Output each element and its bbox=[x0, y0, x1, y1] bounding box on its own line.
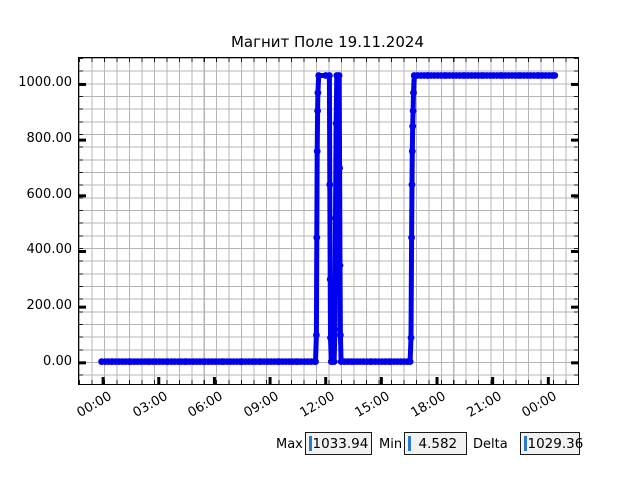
data-marker bbox=[496, 72, 504, 79]
data-marker bbox=[347, 358, 355, 365]
data-marker bbox=[403, 358, 411, 365]
y-major-tick bbox=[571, 194, 578, 198]
y-major-tick bbox=[571, 305, 578, 309]
data-marker bbox=[549, 72, 556, 79]
y-tick-label: 800.00 bbox=[26, 131, 73, 147]
y-major-tick bbox=[79, 361, 86, 365]
x-major-tick bbox=[101, 377, 105, 384]
x-major-tick bbox=[546, 377, 550, 384]
max-entry[interactable]: 1033.94 bbox=[305, 432, 372, 455]
data-marker bbox=[331, 326, 339, 333]
data-marker bbox=[533, 72, 541, 79]
max-label: Max bbox=[276, 437, 303, 452]
y-major-tick bbox=[79, 138, 86, 142]
min-entry[interactable]: 4.582 bbox=[404, 432, 467, 455]
y-major-tick bbox=[79, 194, 86, 198]
data-marker bbox=[409, 107, 417, 115]
data-marker bbox=[515, 72, 522, 79]
data-marker bbox=[408, 234, 415, 242]
min-value: 4.582 bbox=[418, 435, 458, 452]
min-label: Min bbox=[379, 437, 403, 452]
data-marker bbox=[218, 358, 226, 365]
data-marker bbox=[326, 72, 333, 79]
data-marker bbox=[335, 72, 343, 79]
data-marker bbox=[337, 331, 344, 339]
data-marker bbox=[409, 122, 417, 130]
x-major-tick bbox=[435, 377, 439, 384]
data-marker bbox=[313, 234, 321, 242]
data-marker bbox=[441, 72, 448, 79]
data-marker bbox=[478, 72, 485, 79]
data-marker bbox=[237, 358, 244, 365]
data-marker bbox=[314, 89, 322, 97]
x-major-tick bbox=[268, 377, 272, 384]
y-major-tick bbox=[571, 361, 578, 365]
data-marker bbox=[336, 262, 344, 269]
data-marker bbox=[330, 358, 338, 365]
data-marker bbox=[385, 358, 393, 365]
y-tick-label: 600.00 bbox=[26, 186, 73, 202]
data-marker bbox=[313, 331, 320, 339]
data-marker bbox=[407, 334, 415, 342]
x-major-tick bbox=[212, 377, 216, 384]
data-marker bbox=[314, 107, 321, 115]
y-major-tick bbox=[79, 249, 86, 253]
signal-line bbox=[99, 73, 558, 365]
data-marker bbox=[366, 358, 374, 365]
text-caret bbox=[524, 436, 527, 451]
y-major-tick bbox=[571, 82, 578, 86]
x-tick-label: 00:00 bbox=[74, 389, 115, 421]
data-marker bbox=[292, 358, 300, 365]
x-major-tick bbox=[491, 377, 495, 384]
y-major-tick bbox=[79, 305, 86, 309]
delta-label: Delta bbox=[473, 437, 508, 452]
data-marker bbox=[410, 89, 417, 97]
data-marker bbox=[408, 181, 416, 189]
y-tick-label: 400.00 bbox=[26, 242, 73, 258]
delta-value: 1029.36 bbox=[527, 435, 584, 452]
y-tick-label: 200.00 bbox=[26, 298, 73, 314]
text-caret bbox=[309, 436, 312, 451]
text-caret bbox=[408, 436, 411, 451]
y-major-tick bbox=[79, 82, 86, 86]
y-major-tick bbox=[571, 249, 578, 253]
plot-area bbox=[78, 57, 579, 385]
data-marker bbox=[162, 358, 170, 365]
delta-entry[interactable]: 1029.36 bbox=[520, 432, 583, 455]
y-tick-label: 1000.00 bbox=[18, 75, 72, 91]
data-marker bbox=[255, 358, 263, 365]
y-tick-label: 0.00 bbox=[43, 353, 72, 369]
signal-plot bbox=[79, 72, 578, 384]
data-marker bbox=[336, 164, 343, 172]
x-major-tick bbox=[324, 377, 328, 384]
y-major-tick bbox=[571, 138, 578, 142]
data-marker bbox=[326, 181, 334, 189]
chart-title: Магнит Поле 19.11.2024 bbox=[230, 33, 424, 51]
data-marker bbox=[313, 147, 321, 155]
data-marker bbox=[332, 214, 339, 222]
data-marker bbox=[408, 147, 416, 155]
data-marker bbox=[327, 334, 334, 342]
data-marker bbox=[326, 275, 334, 283]
data-marker bbox=[199, 358, 207, 365]
data-marker bbox=[459, 72, 467, 79]
data-marker bbox=[125, 358, 133, 365]
x-major-tick bbox=[157, 377, 161, 384]
max-value: 1033.94 bbox=[312, 435, 369, 452]
data-marker bbox=[332, 120, 340, 127]
x-major-tick bbox=[379, 377, 383, 384]
data-marker bbox=[144, 358, 151, 365]
data-marker bbox=[311, 358, 318, 365]
data-marker bbox=[181, 358, 189, 365]
data-marker bbox=[315, 72, 323, 79]
data-marker bbox=[274, 358, 281, 365]
